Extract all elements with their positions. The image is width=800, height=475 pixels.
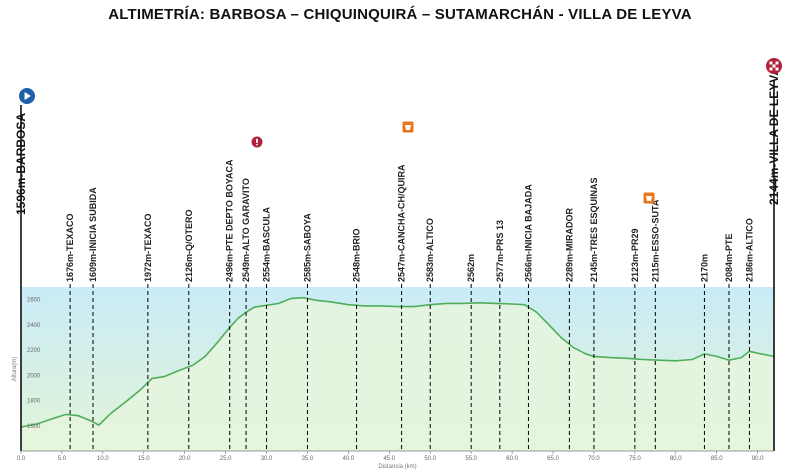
feed-zone-icon: [643, 192, 655, 204]
y-axis-title: Altura(m): [12, 357, 18, 382]
elevation-line: [20, 296, 775, 428]
y-tick-label: 2400: [27, 323, 41, 329]
checkpoint-label: 2289m-MIRADOR: [564, 207, 574, 282]
x-tick-label: 90.0: [752, 456, 764, 462]
checkpoint-label: 2186m-ALTICO: [744, 218, 754, 282]
finish-icon-square: [769, 61, 773, 65]
y-tick-label: 2200: [27, 348, 41, 354]
checkpoint-label: 2583m-ALTICO: [425, 218, 435, 282]
checkpoint-label: 2123m-PR29: [630, 228, 640, 282]
checkpoint-label: 2548m-BRIO: [352, 228, 362, 282]
checkpoint-label: 1972m-TEXACO: [143, 213, 153, 282]
checkpoint-label: 2585m-SABOYA: [302, 213, 312, 282]
y-tick-label: 1600: [27, 424, 41, 430]
elevation-fill: [21, 297, 774, 451]
y-tick-label: 2000: [27, 373, 41, 379]
checkpoint-markers: [20, 80, 775, 451]
checkpoint-label: 2577m-PRS 13: [495, 220, 505, 282]
checkpoint-label: 2566m-INICIA BAJADA: [523, 184, 533, 282]
x-tick-label: 85.0: [711, 456, 723, 462]
finish-icon-square: [775, 61, 779, 65]
x-tick-label: 70.0: [588, 456, 600, 462]
finish-checkered-icon: [766, 58, 782, 74]
checkpoint-label: 2554m-BASCULA: [262, 206, 272, 282]
x-tick-label: 80.0: [670, 456, 682, 462]
end-label: 2144m-VILLA DE LEYVA: [767, 67, 781, 205]
x-axis-title: Distancia (km): [378, 464, 416, 470]
checkpoint-label: 1609m-INICIA SUBIDA: [88, 187, 98, 282]
climb-warning-icon: [251, 136, 263, 148]
x-tick-label: 25.0: [220, 456, 232, 462]
finish-icon-square: [772, 64, 776, 68]
x-tick-label: 30.0: [261, 456, 273, 462]
axes: 0.0 5.0 10.0 15.0 20.0 25.0 30.0 35.0 40.0 45.0 50…: [12, 298, 774, 470]
start-play-icon: [19, 88, 35, 104]
x-tick-label: 55.0: [465, 456, 477, 462]
checkpoint-label: 2562m: [466, 254, 476, 282]
checkpoint-label: 2170m: [699, 254, 709, 282]
x-tick-label: 60.0: [506, 456, 518, 462]
checkpoint-labels: 1596m-BARBOSA 2144m-VILLA DE LEYVA 1676m-T…: [14, 67, 781, 282]
feed-icon-cup: [646, 196, 652, 201]
x-tick-label: 10.0: [97, 456, 109, 462]
x-tick-label: 75.0: [629, 456, 641, 462]
checkpoint-label: 2084m-PTE: [724, 233, 734, 282]
feed-zone-icon: [402, 121, 414, 133]
x-tick-label: 5.0: [58, 456, 67, 462]
x-tick-label: 20.0: [179, 456, 191, 462]
start-label: 1596m-BARBOSA: [14, 113, 28, 215]
checkpoint-label: 2115m-ESSO-SUTA: [650, 199, 660, 282]
x-tick-label: 35.0: [302, 456, 314, 462]
x-tick-label: 65.0: [547, 456, 559, 462]
checkpoint-label: 2496m-PTE DEPTO BOYACA: [225, 159, 235, 282]
route-icons: [19, 58, 782, 204]
feed-icon-cup: [405, 125, 411, 130]
climb-icon-dot: [256, 143, 258, 146]
x-tick-label: 15.0: [138, 456, 150, 462]
y-tick-label: 1800: [27, 399, 41, 405]
checkpoint-label: 2126m-Q/OTERO: [184, 209, 194, 282]
x-tick-label: 45.0: [383, 456, 395, 462]
elevation-area: [20, 296, 775, 451]
x-tick-label: 50.0: [424, 456, 436, 462]
checkpoint-label: 2549m-ALTO GARAVITO: [241, 178, 251, 282]
x-tick-label: 0.0: [17, 456, 26, 462]
checkpoint-label: 1676m-TEXACO: [65, 213, 75, 282]
checkpoint-label: 2145m-TRES ESQUINAS: [589, 177, 599, 282]
start-play-icon-arrow: [24, 92, 31, 100]
x-tick-label: 40.0: [343, 456, 355, 462]
y-tick-label: 2600: [27, 298, 41, 304]
finish-icon-square: [775, 67, 779, 71]
climb-icon-bar: [256, 138, 258, 143]
chart-title: ALTIMETRÍA: BARBOSA – CHIQUINQUIRÁ – SUT…: [108, 6, 692, 23]
finish-icon-square: [769, 67, 773, 71]
checkpoint-label: 2547m-CANCHA-CH/QUIRA: [397, 164, 407, 282]
